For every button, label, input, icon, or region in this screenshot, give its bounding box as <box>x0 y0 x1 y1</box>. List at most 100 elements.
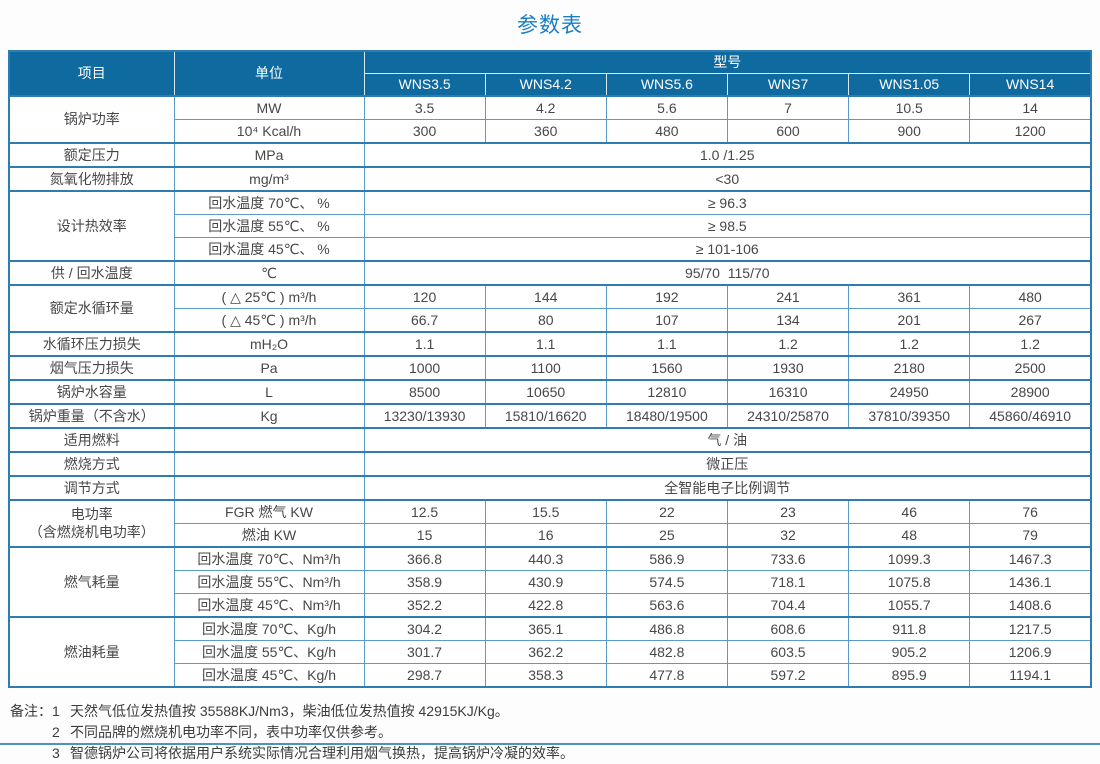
value-cell: 597.2 <box>726 663 850 688</box>
table-row: 回水温度 55℃、Kg/h 301.7 362.2 482.8 603.5 90… <box>9 640 1092 664</box>
value-cell: 1.1 <box>484 331 607 357</box>
value-cell: 10.5 <box>848 95 971 120</box>
value-cell: 1.2 <box>969 331 1092 357</box>
value-cell: 733.6 <box>726 546 850 571</box>
parameter-table: 项目 单位 型号 WNS3.5 WNS4.2 WNS5.6 WNS7 WNS1.… <box>8 50 1092 688</box>
value-cell: 107 <box>605 308 728 333</box>
table-row: 燃烧方式 微正压 <box>8 451 1092 477</box>
footnote-text: 智德锅炉公司将依据用户系统实际情况合理利用烟气换热，提高锅炉冷凝的效率。 <box>70 745 574 761</box>
value-cell: 422.8 <box>484 593 607 618</box>
unit-label: 回水温度 70℃、 % <box>173 190 365 215</box>
table-row: 设计热效率 回水温度 70℃、 % ≥ 96.3 <box>8 190 1092 262</box>
table-row: 燃油耗量 回水温度 70℃、Kg/h 304.2 365.1 486.8 608… <box>8 616 1092 688</box>
value-cell: 365.1 <box>484 616 607 641</box>
merged-value-cell: 全智能电子比例调节 <box>363 475 1092 501</box>
unit-label: 回水温度 45℃、 % <box>173 237 365 262</box>
value-cell: 482.8 <box>605 640 728 664</box>
value-cell: 1.2 <box>848 331 971 357</box>
value-cell: 1055.7 <box>848 593 971 618</box>
value-cell: 24950 <box>848 379 971 405</box>
value-cell: 28900 <box>969 379 1092 405</box>
footnote: 2 不同品牌的燃烧机电功率不同，表中功率仅供参考。 <box>52 722 574 743</box>
unit-label: 回水温度 55℃、Kg/h <box>173 640 365 664</box>
value-cell: 1206.9 <box>969 640 1092 664</box>
table-row: 回水温度 45℃、Kg/h 298.7 358.3 477.8 597.2 89… <box>9 663 1092 688</box>
unit-label: FGR 燃气 KW <box>173 499 365 524</box>
footnotes: 备注： 1 天然气低位发热值按 35588KJ/Nm3，柴油低位发热值按 429… <box>10 701 1100 764</box>
row-label: 供 / 回水温度 <box>8 260 175 286</box>
value-cell: 900 <box>848 119 971 144</box>
table-row: 回水温度 55℃、Nm³/h 358.9 430.9 574.5 718.1 1… <box>9 570 1092 594</box>
value-cell: 144 <box>484 284 607 309</box>
footnote: 3 智德锅炉公司将依据用户系统实际情况合理利用烟气换热，提高锅炉冷凝的效率。 <box>52 743 574 764</box>
table-row: 调节方式 全智能电子比例调节 <box>8 475 1092 501</box>
value-cell: 15 <box>363 523 486 548</box>
unit-label: Pa <box>173 355 365 381</box>
value-cell: 600 <box>726 119 850 144</box>
merged-value-cell: 微正压 <box>363 451 1092 477</box>
value-cell: 13230/13930 <box>363 403 486 429</box>
value-cell: 298.7 <box>363 663 486 688</box>
value-cell: 1408.6 <box>969 593 1092 618</box>
table-row: 燃气耗量 回水温度 70℃、Nm³/h 366.8 440.3 586.9 73… <box>8 546 1092 618</box>
row-label: 燃气耗量 <box>8 546 175 618</box>
value-cell: 18480/19500 <box>605 403 728 429</box>
row-label: 设计热效率 <box>8 190 175 262</box>
value-cell: 134 <box>726 308 850 333</box>
value-cell: 37810/39350 <box>848 403 971 429</box>
row-label-line1: 电功率 <box>70 506 113 522</box>
value-cell: 16 <box>484 523 607 548</box>
value-cell: 1200 <box>969 119 1092 144</box>
value-cell: 14 <box>969 95 1092 120</box>
table-row: ( △ 45℃ ) m³/h 66.7 80 107 134 201 267 <box>9 308 1092 333</box>
value-cell: 304.2 <box>363 616 486 641</box>
table-row: 回水温度 55℃、 % ≥ 98.5 <box>9 214 1092 238</box>
header-model: WNS3.5 <box>363 73 486 97</box>
unit-label: 回水温度 45℃、Nm³/h <box>173 593 365 618</box>
value-cell: 10650 <box>484 379 607 405</box>
value-cell: 79 <box>969 523 1092 548</box>
value-cell: 15.5 <box>484 499 607 524</box>
row-label: 电功率 （含燃烧机电功率） <box>8 499 175 548</box>
value-cell: 603.5 <box>726 640 850 664</box>
value-cell: 1467.3 <box>969 546 1092 571</box>
bottom-divider <box>0 743 1100 745</box>
merged-value-cell: <30 <box>363 166 1092 192</box>
value-cell: 574.5 <box>605 570 728 594</box>
value-cell: 480 <box>605 119 728 144</box>
value-cell: 16310 <box>726 379 850 405</box>
unit-label: mg/m³ <box>173 166 365 192</box>
value-cell: 360 <box>484 119 607 144</box>
value-cell: 1.1 <box>363 331 486 357</box>
unit-label: 回水温度 70℃、Nm³/h <box>173 546 365 571</box>
value-cell: 608.6 <box>726 616 850 641</box>
row-label: 锅炉重量（不含水） <box>8 403 175 429</box>
value-cell: 1560 <box>605 355 728 381</box>
value-cell: 23 <box>726 499 850 524</box>
value-cell: 1436.1 <box>969 570 1092 594</box>
table-row: 额定压力 MPa 1.0 /1.25 <box>8 142 1092 168</box>
unit-label: 燃油 KW <box>173 523 365 548</box>
unit-label: MW <box>173 95 365 120</box>
value-cell: 300 <box>363 119 486 144</box>
unit-label: L <box>173 379 365 405</box>
unit-label: ( △ 45℃ ) m³/h <box>173 308 365 333</box>
value-cell: 120 <box>363 284 486 309</box>
value-cell: 1930 <box>726 355 850 381</box>
header-model: WNS14 <box>969 73 1092 97</box>
value-cell: 5.6 <box>605 95 728 120</box>
table-row: 锅炉重量（不含水） Kg 13230/13930 15810/16620 184… <box>8 403 1092 429</box>
value-cell: 362.2 <box>484 640 607 664</box>
header-model: WNS4.2 <box>484 73 607 97</box>
value-cell: 477.8 <box>605 663 728 688</box>
value-cell: 241 <box>726 284 850 309</box>
unit-label: Kg <box>173 403 365 429</box>
value-cell: 911.8 <box>848 616 971 641</box>
value-cell: 440.3 <box>484 546 607 571</box>
value-cell: 1194.1 <box>969 663 1092 688</box>
table-row: 供 / 回水温度 ℃ 95/70 115/70 <box>8 260 1092 286</box>
header-item: 项目 <box>8 50 175 97</box>
value-cell: 46 <box>848 499 971 524</box>
header-unit: 单位 <box>173 50 365 97</box>
footnote: 1 天然气低位发热值按 35588KJ/Nm3，柴油低位发热值按 42915KJ… <box>52 701 574 722</box>
